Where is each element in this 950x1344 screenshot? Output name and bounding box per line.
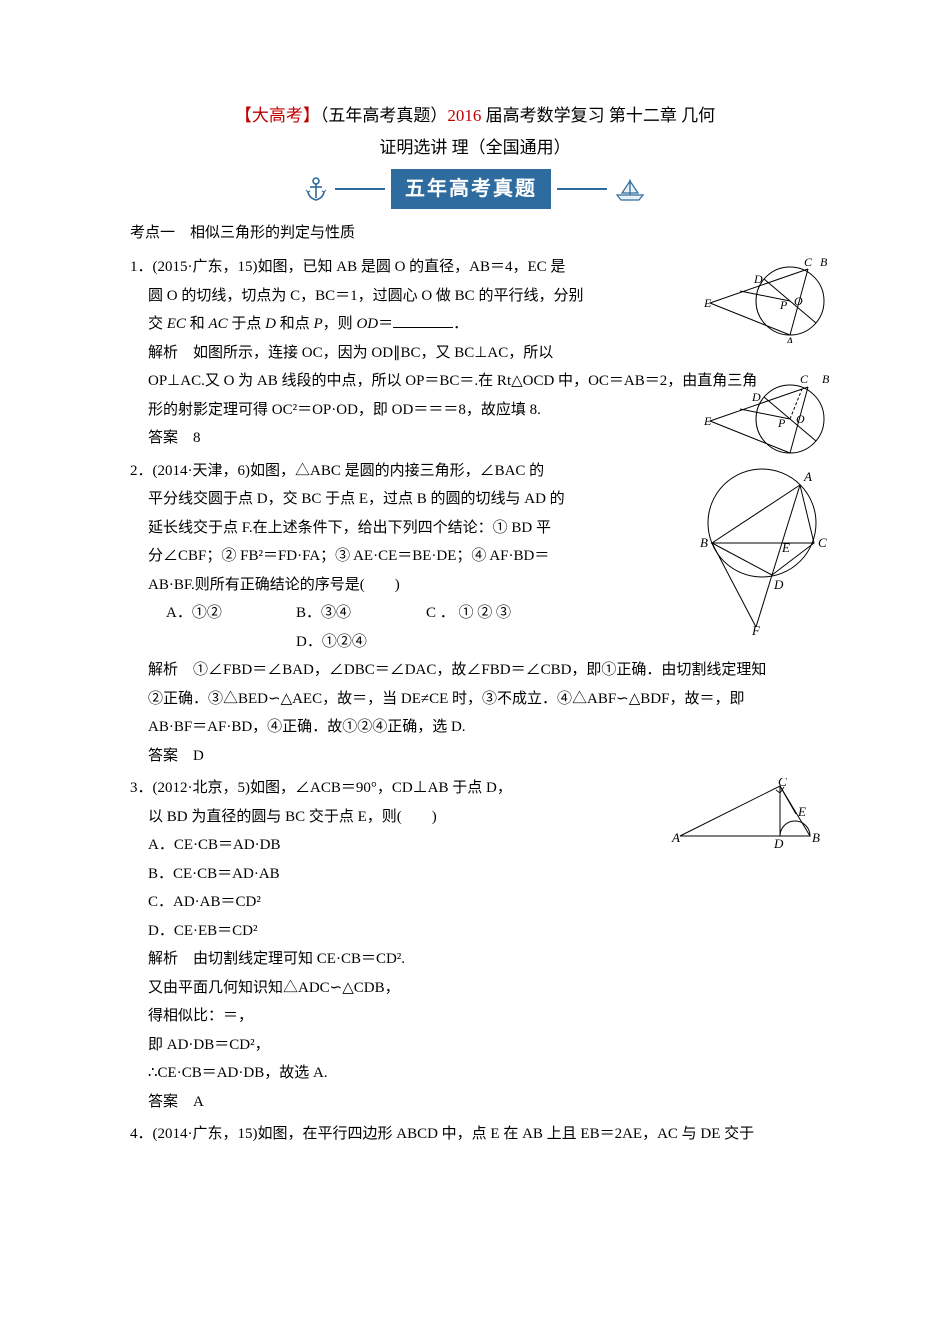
doc-title-line2: 证明选讲 理（全国通用） — [130, 132, 820, 164]
svg-text:D: D — [773, 836, 784, 850]
problem-3-opt-d: D．CE·EB＝CD² — [130, 917, 820, 946]
svg-text:O: O — [796, 412, 805, 426]
banner-text: 五年高考真题 — [391, 169, 551, 209]
problem-2-figure: A B C D E F — [692, 451, 832, 636]
problem-3-opt-b: B．CE·CB＝AD·AB — [130, 860, 820, 889]
svg-text:F: F — [751, 623, 761, 636]
problem-2-answer: 答案 D — [130, 742, 820, 771]
problem-3-figure: C E A D B — [670, 778, 820, 850]
svg-text:A: A — [803, 469, 812, 484]
ship-icon — [613, 177, 647, 201]
svg-text:A: A — [671, 830, 680, 845]
fill-blank — [393, 327, 453, 328]
title-black-a: （五年高考真题） — [320, 106, 448, 125]
svg-text:D: D — [773, 577, 784, 592]
svg-text:C: C — [800, 372, 809, 386]
doc-title-line1: 【大高考】（五年高考真题）2016 届高考数学复习 第十二章 几何 — [130, 100, 820, 132]
problem-3-answer: 答案 A — [130, 1088, 820, 1117]
topic-heading: 考点一 相似三角形的判定与性质 — [130, 219, 820, 248]
problem-2-jiexi-1: ②正确．③△BED∽△AEC，故＝，当 DE≠CE 时，③不成立．④△ABF∽△… — [130, 685, 820, 714]
option-c: C ． ① ② ③ — [426, 599, 596, 628]
problem-3-jiexi-0: 解析 由切割线定理可知 CE·CB＝CD². — [130, 945, 820, 974]
section-banner: 五年高考真题 — [130, 169, 820, 209]
problem-2: A B C D E F 2．(2014·天津，6)如图，△ABC 是圆的内接三角… — [130, 457, 820, 771]
problem-3-opt-c: C．AD·AB＝CD² — [130, 888, 820, 917]
svg-text:E: E — [703, 414, 712, 428]
svg-text:D: D — [751, 390, 761, 404]
anchor-icon — [303, 176, 329, 202]
option-a: A．①② — [166, 599, 296, 628]
problem-4: 4．(2014·广东，15)如图，在平行四边形 ABCD 中，点 E 在 AB … — [130, 1120, 820, 1149]
problem-3-jiexi-2: 得相似比：＝， — [130, 1002, 820, 1031]
title-red-year: 2016 — [447, 106, 481, 125]
svg-text:D: D — [753, 272, 763, 286]
problem-1-figure-1: CB D E O P A — [700, 253, 830, 343]
svg-text:B: B — [812, 830, 820, 845]
problem-1-figure-2: CB D E O P A — [700, 369, 830, 461]
problem-3-jiexi-4: ∴CE·CB＝AD·DB，故选 A. — [130, 1059, 820, 1088]
svg-text:E: E — [797, 804, 806, 819]
banner-bar-left — [335, 188, 385, 190]
problem-2-jiexi-0: 解析 ①∠FBD＝∠BAD，∠DBC＝∠DAC，故∠FBD＝∠CBD，即①正确．… — [130, 656, 820, 685]
svg-text:P: P — [777, 416, 786, 430]
banner-bar-right — [557, 188, 607, 190]
title-red-prefix: 【大高考】 — [235, 106, 320, 125]
svg-text:E: E — [703, 296, 712, 310]
svg-text:E: E — [781, 540, 790, 555]
svg-text:P: P — [779, 298, 788, 312]
problem-3-jiexi-3: 即 AD·DB＝CD²， — [130, 1031, 820, 1060]
problem-3-jiexi-1: 又由平面几何知识知△ADC∽△CDB， — [130, 974, 820, 1003]
svg-text:B: B — [820, 255, 828, 269]
problem-4-head: 4．(2014·广东，15)如图，在平行四边形 ABCD 中，点 E 在 AB … — [130, 1120, 820, 1149]
svg-text:O: O — [794, 294, 803, 308]
option-b: B．③④ — [296, 599, 426, 628]
svg-text:B: B — [822, 372, 830, 386]
title-black-b: 届高考数学复习 第十二章 几何 — [481, 106, 715, 125]
problem-2-jiexi-2: AB·BF＝AF·BD，④正确．故①②④正确，选 D. — [130, 713, 820, 742]
svg-text:A: A — [785, 334, 794, 343]
svg-text:C: C — [804, 255, 813, 269]
problem-3: C E A D B 3．(2012·北京，5)如图，∠ACB＝90°，CD⊥AB… — [130, 774, 820, 1116]
problem-1: CB D E O P A 1．(2015·广东，15)如图，已知 AB 是圆 O… — [130, 253, 820, 453]
svg-text:B: B — [700, 535, 708, 550]
svg-text:C: C — [818, 535, 827, 550]
svg-text:C: C — [778, 778, 787, 789]
option-d: D．①②④ — [296, 628, 367, 657]
